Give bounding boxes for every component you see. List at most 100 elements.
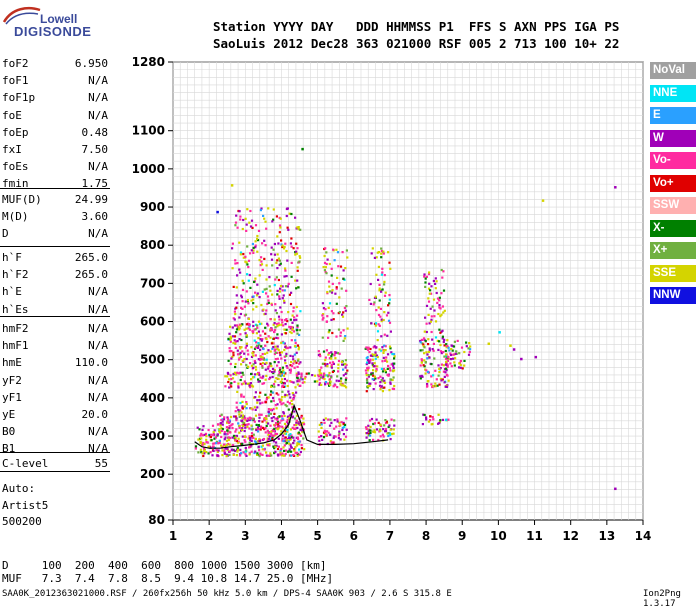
echo-point bbox=[279, 287, 282, 290]
echo-point bbox=[379, 435, 382, 438]
parameter-row: MUF(D) 24.99 bbox=[2, 193, 108, 206]
echo-point bbox=[216, 423, 220, 426]
echo-point bbox=[247, 423, 250, 426]
echo-point bbox=[254, 437, 257, 441]
echo-point bbox=[445, 346, 448, 349]
echo-point bbox=[260, 322, 263, 325]
echo-point bbox=[341, 428, 344, 432]
echo-point bbox=[441, 418, 445, 421]
echo-point bbox=[376, 356, 379, 359]
echo-point bbox=[295, 414, 299, 417]
echo-point bbox=[296, 365, 299, 368]
echo-point bbox=[212, 430, 215, 434]
echo-point bbox=[337, 265, 340, 268]
echo-point bbox=[209, 451, 212, 454]
echo-point bbox=[427, 338, 430, 341]
echo-point bbox=[328, 371, 331, 375]
echo-point bbox=[275, 392, 278, 395]
echo-point bbox=[381, 390, 384, 393]
echo-point bbox=[429, 289, 432, 292]
echo-point bbox=[317, 374, 320, 377]
echo-point bbox=[230, 357, 233, 360]
echo-point bbox=[339, 265, 343, 268]
echo-point bbox=[297, 422, 300, 425]
echo-point bbox=[276, 289, 279, 292]
echo-point bbox=[299, 384, 302, 387]
echo-point bbox=[250, 407, 253, 410]
echo-point bbox=[286, 285, 289, 288]
echo-point bbox=[194, 445, 198, 448]
echo-point bbox=[267, 299, 270, 302]
echo-point bbox=[265, 398, 268, 401]
echo-point bbox=[376, 330, 380, 333]
echo-point bbox=[327, 418, 330, 421]
echo-point bbox=[267, 335, 270, 338]
echo-point bbox=[383, 280, 386, 283]
echo-point bbox=[248, 273, 251, 277]
echo-point bbox=[228, 350, 231, 353]
parameter-label: M(D) bbox=[2, 210, 29, 224]
echo-point bbox=[335, 379, 338, 382]
echo-point bbox=[283, 382, 286, 385]
echo-point bbox=[318, 439, 321, 442]
echo-point bbox=[372, 388, 375, 391]
echo-point bbox=[296, 279, 299, 282]
echo-point bbox=[228, 378, 231, 381]
echo-point bbox=[384, 371, 387, 374]
echo-point bbox=[427, 272, 431, 276]
echo-point bbox=[301, 422, 304, 425]
parameter-value: 265.0 bbox=[74, 268, 108, 282]
echo-point bbox=[255, 305, 258, 308]
echo-point bbox=[254, 244, 257, 247]
echo-point bbox=[266, 322, 269, 325]
parameter-row: foF2 6.950 bbox=[2, 57, 108, 70]
x-tick-label: 10 bbox=[490, 529, 507, 543]
echo-point bbox=[424, 361, 427, 364]
echo-point bbox=[290, 237, 293, 240]
echo-point bbox=[434, 385, 437, 388]
echo-point bbox=[324, 430, 327, 433]
echo-point bbox=[321, 336, 324, 339]
echo-point bbox=[270, 400, 273, 403]
echo-point bbox=[222, 443, 226, 446]
echo-point bbox=[318, 381, 322, 385]
echo-point bbox=[336, 420, 339, 423]
echo-point bbox=[423, 273, 426, 276]
echo-point bbox=[373, 431, 377, 434]
echo-point bbox=[265, 264, 268, 267]
legend-item-noval: NoVal bbox=[650, 62, 696, 79]
echo-point bbox=[274, 358, 277, 361]
echo-point bbox=[234, 410, 237, 413]
echo-point bbox=[281, 396, 284, 399]
echo-point bbox=[378, 299, 381, 302]
echo-point bbox=[390, 351, 393, 354]
echo-point bbox=[259, 402, 262, 405]
echo-point bbox=[213, 442, 216, 445]
echo-point bbox=[236, 349, 239, 352]
echo-point bbox=[318, 383, 321, 386]
echo-point bbox=[433, 357, 436, 360]
echo-point bbox=[256, 373, 259, 376]
echo-point bbox=[281, 285, 284, 288]
panel-separator bbox=[0, 188, 110, 189]
echo-point bbox=[448, 349, 451, 352]
echo-point bbox=[205, 438, 208, 441]
echo-point bbox=[226, 371, 229, 374]
echo-point bbox=[345, 377, 348, 380]
echo-point bbox=[384, 349, 387, 352]
echo-point bbox=[342, 339, 345, 342]
echo-point bbox=[230, 385, 233, 388]
echo-point bbox=[263, 288, 266, 291]
echo-point bbox=[443, 344, 446, 347]
echo-point bbox=[231, 377, 235, 380]
echo-point bbox=[388, 321, 392, 324]
echo-point bbox=[439, 377, 442, 381]
echo-point bbox=[371, 362, 374, 365]
echo-point bbox=[296, 442, 299, 445]
parameter-label: foF1 bbox=[2, 74, 29, 88]
echo-point bbox=[199, 434, 202, 437]
echo-point bbox=[320, 376, 323, 379]
echo-point bbox=[241, 400, 244, 403]
echo-point bbox=[283, 289, 286, 292]
echo-point bbox=[245, 342, 248, 345]
